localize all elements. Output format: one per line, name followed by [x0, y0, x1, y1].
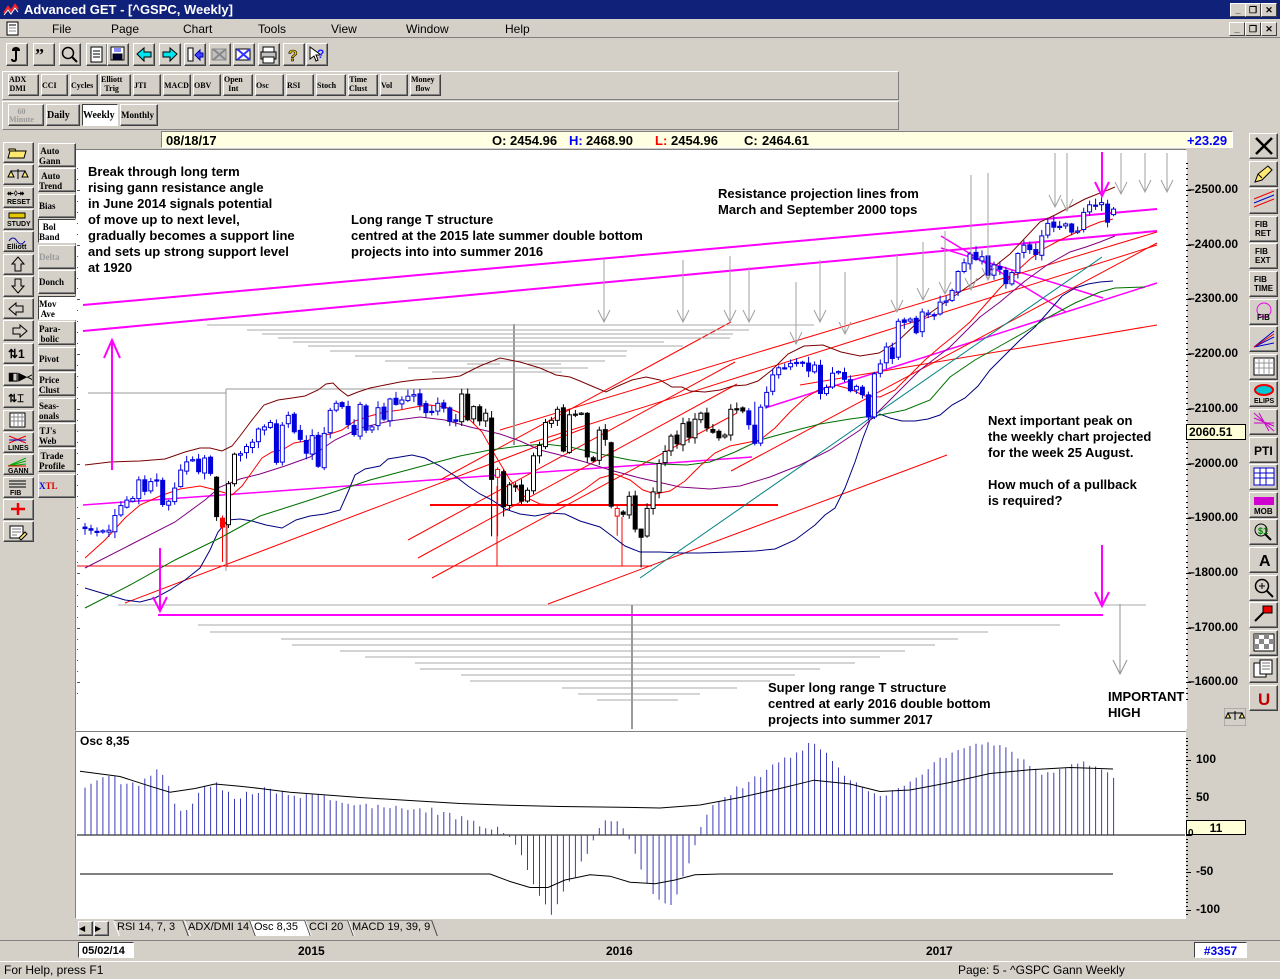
svg-text:”: ” — [35, 45, 44, 65]
svg-text:Next important peak on: Next important peak on — [988, 413, 1133, 428]
svg-text:FIB: FIB — [1254, 275, 1267, 284]
svg-text:in June 2014 signals potential: in June 2014 signals potential — [88, 196, 272, 211]
svg-text:HIGH: HIGH — [1108, 705, 1141, 720]
svg-text:FIB: FIB — [1255, 247, 1268, 256]
svg-text:the weekly chart projected: the weekly chart projected — [988, 429, 1151, 444]
svg-text:↞◊↠: ↞◊↠ — [7, 189, 25, 198]
svg-text:Break through long term: Break through long term — [88, 164, 240, 179]
svg-text:FIB: FIB — [1255, 220, 1268, 229]
svg-text:RESET: RESET — [7, 199, 31, 206]
svg-text:centred at early 2016 double b: centred at early 2016 double bottom — [768, 696, 991, 711]
svg-text:projects into into summer 2016: projects into into summer 2016 — [351, 244, 543, 259]
svg-text:PTI: PTI — [1254, 444, 1273, 458]
svg-text:Super long range T structure: Super long range T structure — [768, 680, 946, 695]
svg-text:March and September 2000 tops: March and September 2000 tops — [718, 202, 917, 217]
svg-text:gradually becomes a support li: gradually becomes a support line — [88, 228, 295, 243]
svg-text:$1: $1 — [1258, 526, 1268, 536]
svg-text:at 1920: at 1920 — [88, 260, 132, 275]
svg-text:TIME: TIME — [1254, 284, 1274, 293]
svg-text:FIB: FIB — [1257, 313, 1270, 322]
svg-text:Resistance projection lines fr: Resistance projection lines from — [718, 186, 919, 201]
svg-text:◧▶◁: ◧▶◁ — [8, 371, 32, 383]
svg-text:EXT: EXT — [1255, 256, 1271, 265]
svg-text:Elliott: Elliott — [7, 244, 27, 251]
svg-text:STUDY: STUDY — [7, 221, 31, 228]
svg-text:Long range T structure: Long range T structure — [351, 212, 493, 227]
svg-text:?: ? — [317, 47, 324, 61]
svg-text:Osc 8,35: Osc 8,35 — [80, 734, 130, 748]
svg-text:LINES: LINES — [8, 445, 29, 451]
svg-text:How much of a pullback: How much of a pullback — [988, 477, 1138, 492]
svg-text:GANN: GANN — [8, 468, 29, 474]
svg-text:of move up to next level,: of move up to next level, — [88, 212, 240, 227]
svg-text:MOB: MOB — [1254, 507, 1273, 516]
svg-text:FIB: FIB — [10, 490, 21, 496]
svg-text:is required?: is required? — [988, 493, 1062, 508]
svg-text:rising gann resistance angle: rising gann resistance angle — [88, 180, 264, 195]
svg-text:centred at the 2015 late summe: centred at the 2015 late summer double b… — [351, 228, 643, 243]
svg-text:RET: RET — [1255, 229, 1271, 238]
svg-text:projects into summer 2017: projects into summer 2017 — [768, 712, 933, 727]
svg-text:IMPORTANT: IMPORTANT — [1108, 689, 1184, 704]
svg-text:?: ? — [288, 48, 298, 65]
svg-text:for the week 25 August.: for the week 25 August. — [988, 445, 1133, 460]
svg-text:⇅⌶: ⇅⌶ — [8, 393, 24, 405]
svg-text:U: U — [1258, 690, 1270, 709]
svg-text:and sets up strong support lev: and sets up strong support level — [88, 244, 289, 259]
svg-text:A: A — [1259, 553, 1271, 570]
svg-text:ELIPS: ELIPS — [1254, 398, 1275, 405]
svg-text:⇅1: ⇅1 — [8, 347, 25, 361]
